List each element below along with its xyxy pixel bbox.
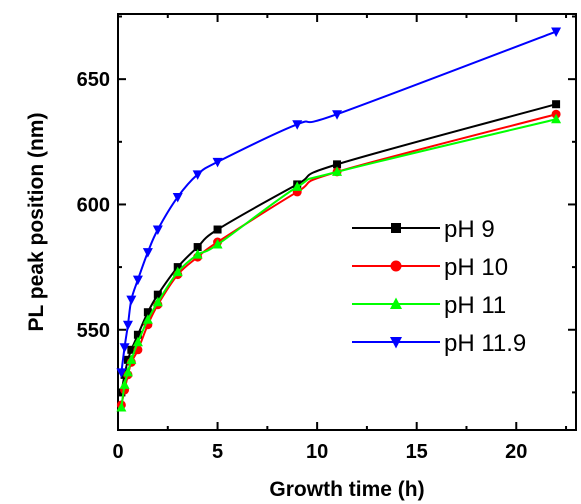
legend-label: pH 10 xyxy=(444,254,508,281)
data-point xyxy=(172,192,183,203)
data-point xyxy=(127,345,136,354)
data-point xyxy=(551,27,562,38)
legend: pH 9 pH 10 pH 11 pH 11.9 xyxy=(352,216,526,357)
data-point xyxy=(213,225,222,234)
data-point xyxy=(172,266,183,277)
data-point xyxy=(119,343,130,353)
legend-marker xyxy=(390,260,402,272)
x-tick-label: 20 xyxy=(505,441,527,463)
data-point xyxy=(122,320,133,331)
data-point xyxy=(152,225,163,236)
legend-marker xyxy=(391,223,401,233)
y-tick-label: 650 xyxy=(77,69,110,91)
data-point xyxy=(133,330,142,339)
series-3 xyxy=(116,27,562,378)
data-point xyxy=(153,290,162,299)
series-layer xyxy=(116,27,562,412)
data-point xyxy=(212,239,223,249)
data-point xyxy=(132,336,143,347)
data-point xyxy=(122,366,133,377)
data-point xyxy=(119,379,130,389)
data-point xyxy=(332,166,343,176)
data-point xyxy=(193,243,202,252)
legend-marker xyxy=(390,337,402,349)
data-point xyxy=(192,170,203,180)
x-tick-label: 0 xyxy=(112,441,123,463)
data-point xyxy=(152,296,163,307)
data-point xyxy=(192,249,203,259)
x-tick-label: 15 xyxy=(406,441,428,463)
data-point xyxy=(142,248,153,258)
series-2 xyxy=(116,113,562,412)
data-point xyxy=(116,401,127,412)
data-point xyxy=(212,157,223,168)
data-point xyxy=(292,120,303,130)
x-axis: 0 5 10 15 20 xyxy=(112,14,568,463)
series-line xyxy=(120,30,557,373)
legend-marker xyxy=(390,297,402,309)
data-point xyxy=(332,110,343,120)
data-point xyxy=(143,308,152,317)
plot-frame xyxy=(117,13,577,431)
legend-label: pH 9 xyxy=(444,216,495,243)
data-point xyxy=(333,160,342,169)
y-tick-label: 600 xyxy=(77,194,110,216)
x-tick-label: 10 xyxy=(306,441,328,463)
data-point xyxy=(132,275,143,286)
data-point xyxy=(142,314,153,324)
legend-label: pH 11.9 xyxy=(444,330,526,357)
data-point xyxy=(292,181,303,191)
data-point xyxy=(552,100,561,109)
x-tick-label: 5 xyxy=(212,441,223,463)
legend-label: pH 11 xyxy=(444,292,506,319)
x-axis-title: Growth time (h) xyxy=(269,478,424,501)
y-axis: 550 600 650 xyxy=(77,15,576,394)
data-point xyxy=(126,354,137,364)
data-point xyxy=(551,113,562,124)
data-point xyxy=(126,295,137,306)
y-axis-title: PL peak position (nm) xyxy=(25,113,48,332)
data-point xyxy=(116,368,127,378)
y-tick-label: 550 xyxy=(77,320,110,342)
